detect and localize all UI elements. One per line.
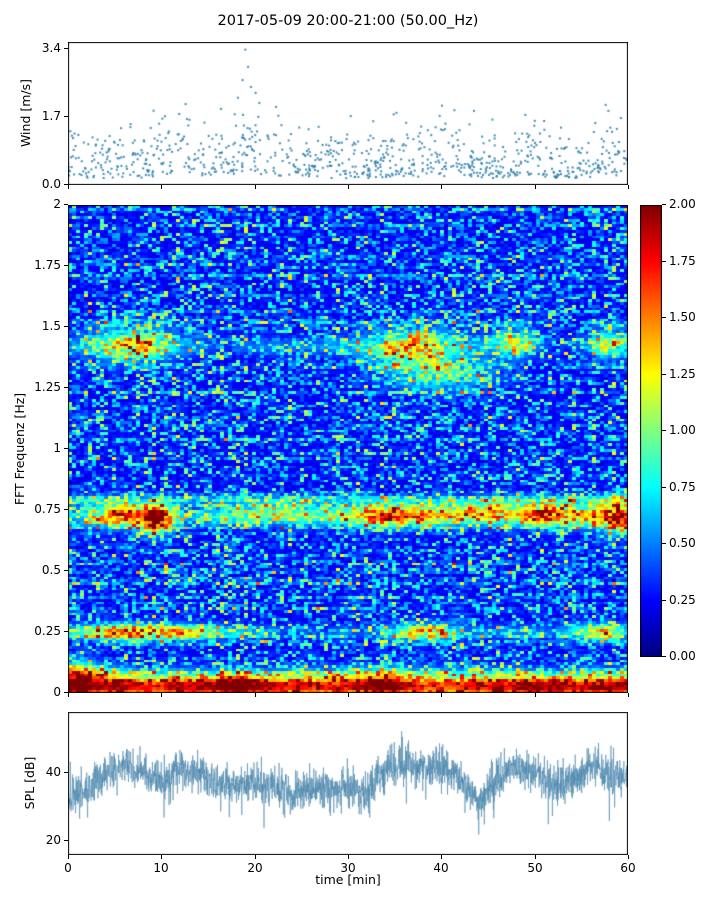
tick-label: 0 — [53, 685, 61, 699]
tick-mark — [662, 543, 666, 544]
tick-mark — [64, 265, 68, 266]
tick-mark — [662, 317, 666, 318]
tick-mark — [628, 185, 629, 189]
tick-label: 10 — [153, 861, 169, 875]
colorbar-tick-label: 0.50 — [669, 536, 696, 550]
tick-label: 3.4 — [41, 41, 61, 55]
tick-label: 1.7 — [41, 109, 61, 123]
tick-mark — [161, 185, 162, 189]
colorbar-tick-label: 2.00 — [669, 197, 696, 211]
tick-label: 60 — [620, 861, 636, 875]
tick-mark — [662, 261, 666, 262]
tick-mark — [68, 855, 69, 859]
tick-label: 2 — [53, 197, 61, 211]
colorbar-tick-label: 1.25 — [669, 367, 696, 381]
tick-mark — [64, 840, 68, 841]
tick-mark — [662, 204, 666, 205]
tick-mark — [441, 855, 442, 859]
tick-mark — [662, 487, 666, 488]
tick-mark — [348, 185, 349, 189]
fft-spectrogram-heatmap — [68, 205, 628, 693]
tick-label: 1.5 — [41, 319, 61, 333]
colorbar — [640, 205, 662, 657]
tick-mark — [255, 855, 256, 859]
tick-mark — [161, 855, 162, 859]
wind-scatter-plot — [68, 42, 628, 185]
tick-label: 20 — [45, 833, 61, 847]
colorbar-tick-label: 0.00 — [669, 649, 696, 663]
tick-mark — [64, 48, 68, 49]
time-x-axis-label: time [min] — [315, 872, 381, 887]
tick-label: 1.25 — [34, 380, 61, 394]
tick-mark — [628, 693, 629, 697]
tick-label: 30 — [340, 861, 356, 875]
colorbar-tick-label: 1.50 — [669, 310, 696, 324]
tick-mark — [348, 855, 349, 859]
colorbar-tick-label: 1.00 — [669, 423, 696, 437]
tick-mark — [64, 448, 68, 449]
tick-label: 0.25 — [34, 624, 61, 638]
tick-mark — [535, 185, 536, 189]
tick-label: 50 — [527, 861, 543, 875]
tick-mark — [161, 693, 162, 697]
tick-label: 1.75 — [34, 258, 61, 272]
tick-label: 1 — [53, 441, 61, 455]
figure-title: 2017-05-09 20:00-21:00 (50.00_Hz) — [217, 13, 479, 29]
tick-mark — [68, 693, 69, 697]
tick-mark — [64, 772, 68, 773]
tick-mark — [441, 185, 442, 189]
tick-label: 0.75 — [34, 502, 61, 516]
tick-mark — [662, 374, 666, 375]
tick-mark — [64, 184, 68, 185]
tick-label: 0.5 — [41, 563, 61, 577]
tick-label: 0 — [64, 861, 72, 875]
tick-mark — [64, 326, 68, 327]
tick-mark — [68, 185, 69, 189]
tick-mark — [662, 430, 666, 431]
tick-mark — [64, 692, 68, 693]
tick-mark — [535, 855, 536, 859]
tick-mark — [628, 855, 629, 859]
spl-line-plot — [68, 712, 628, 855]
colorbar-tick-label: 0.25 — [669, 593, 696, 607]
tick-mark — [441, 693, 442, 697]
tick-mark — [662, 600, 666, 601]
tick-label: 40 — [433, 861, 449, 875]
tick-mark — [348, 693, 349, 697]
tick-mark — [64, 387, 68, 388]
tick-label: 0.0 — [41, 177, 61, 191]
tick-mark — [64, 116, 68, 117]
tick-mark — [255, 185, 256, 189]
tick-mark — [535, 693, 536, 697]
colorbar-tick-label: 0.75 — [669, 480, 696, 494]
tick-mark — [64, 631, 68, 632]
tick-mark — [64, 204, 68, 205]
colorbar-tick-label: 1.75 — [669, 254, 696, 268]
tick-label: 20 — [247, 861, 263, 875]
tick-mark — [255, 693, 256, 697]
tick-mark — [662, 656, 666, 657]
tick-mark — [64, 570, 68, 571]
tick-label: 40 — [45, 765, 61, 779]
tick-mark — [64, 509, 68, 510]
